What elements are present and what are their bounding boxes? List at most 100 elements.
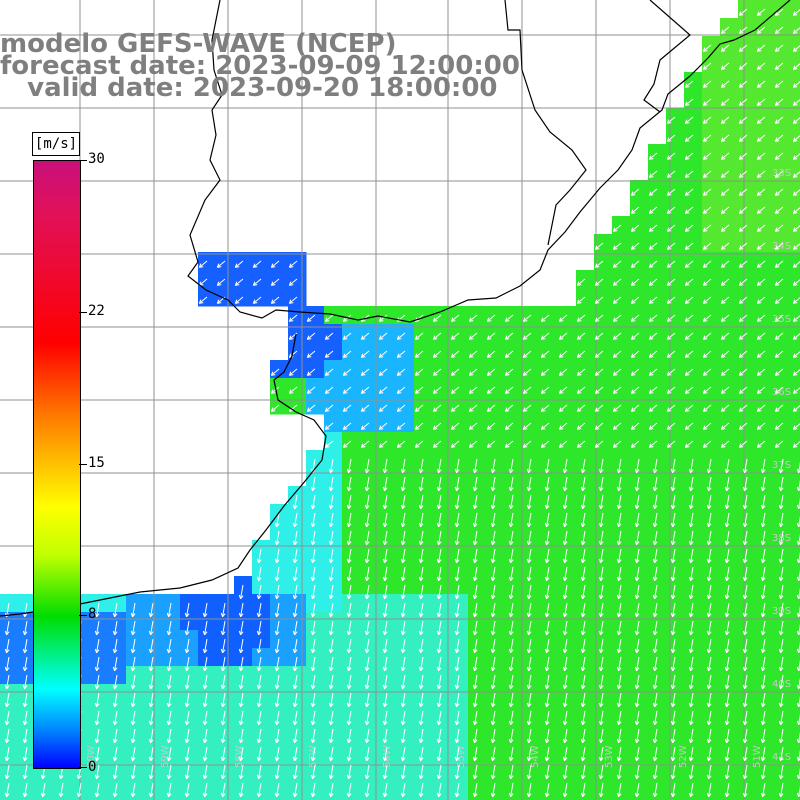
wind-arrow [432,314,442,322]
wind-arrow [450,332,460,340]
wind-speed-cell [792,522,800,541]
wind-arrow [504,422,514,430]
wind-arrow [634,566,640,582]
wind-arrow [346,584,352,600]
wind-arrow [490,566,496,582]
wind-speed-cell [684,414,703,433]
wind-speed-cell [198,270,217,289]
wind-speed-cell [738,0,757,19]
wind-speed-cell [594,360,613,379]
wind-arrow [778,494,784,510]
wind-arrow [544,620,550,636]
wind-speed-cell [522,360,541,379]
wind-arrow [688,494,694,510]
wind-arrow [580,476,586,492]
wind-arrow [400,494,406,510]
wind-speed-cell [378,432,397,451]
wind-speed-cell [216,252,235,271]
wind-speed-cell [612,234,631,253]
wind-arrow [346,566,352,582]
wind-speed-cell [684,144,703,163]
title-valid-date: valid date: 2023-09-20 18:00:00 [0,73,498,103]
wind-arrow [594,260,604,268]
wind-arrow [436,566,442,582]
wind-arrow [724,620,730,636]
wind-speed-cell [684,306,703,325]
wind-arrow [738,386,748,394]
wind-speed-cell [630,342,649,361]
wind-arrow [652,566,658,582]
wind-speed-cell [792,414,800,433]
wind-arrow [702,206,712,214]
wind-arrow [454,602,460,618]
wind-arrow [630,242,640,250]
wind-speed-cell [558,432,577,451]
wind-speed-cell [468,306,487,325]
wind-arrow [274,512,280,528]
wind-speed-cell [630,216,649,235]
wind-speed-cell [774,342,793,361]
wind-arrow [648,440,658,448]
wind-arrow [702,278,712,286]
wind-arrow [184,602,190,618]
wind-speed-cell [684,108,703,127]
wind-arrow [364,530,370,546]
wind-speed-cell [684,216,703,235]
wind-speed-cell [738,90,757,109]
wind-speed-cell [792,126,800,145]
wind-arrow [562,548,568,564]
colorbar-tick [79,464,87,465]
wind-arrow [612,332,622,340]
wind-arrow [778,602,784,618]
wind-speed-cell [432,432,451,451]
wind-arrow [670,494,676,510]
wind-speed-cell [756,270,775,289]
wind-arrow [288,296,298,304]
wind-arrow [562,530,568,546]
wind-arrow [396,350,406,358]
wind-arrow [756,134,766,142]
wind-arrow [688,620,694,636]
wind-speed-cell [774,0,793,19]
wind-speed-cell [468,432,487,451]
wind-arrow [738,188,748,196]
wind-speed-cell [792,612,800,631]
wind-speed-cell [666,792,685,800]
wind-speed-cell [576,432,595,451]
wind-arrow [760,494,766,510]
wind-arrow [526,584,532,600]
wind-arrow [634,530,640,546]
wind-arrow [738,404,748,412]
wind-speed-cell [702,288,721,307]
wind-arrow [738,260,748,268]
wind-arrow [328,638,334,654]
wind-arrow [648,152,658,160]
wind-speed-cell [540,414,559,433]
lon-label: 59W [160,745,171,768]
wind-speed-cell [792,72,800,91]
wind-speed-cell [756,396,775,415]
wind-speed-cell [450,432,469,451]
wind-speed-cell [738,216,757,235]
wind-arrow [508,584,514,600]
wind-arrow [216,278,226,286]
wind-arrow [418,620,424,636]
wind-arrow [252,260,262,268]
wind-speed-cell [792,396,800,415]
wind-speed-cell [756,324,775,343]
wind-speed-cell [270,288,289,307]
wind-arrow [634,476,640,492]
wind-arrow [436,584,442,600]
wind-arrow [468,440,478,448]
wind-speed-cell [360,396,379,415]
wind-speed-cell [540,792,559,800]
wind-arrow [184,620,190,636]
wind-arrow [598,620,604,636]
wind-arrow [346,620,352,636]
wind-arrow [684,242,694,250]
wind-speed-cell [72,792,91,800]
wind-speed-cell [612,252,631,271]
wind-arrow [742,602,748,618]
wind-arrow [396,332,406,340]
wind-arrow [382,476,388,492]
